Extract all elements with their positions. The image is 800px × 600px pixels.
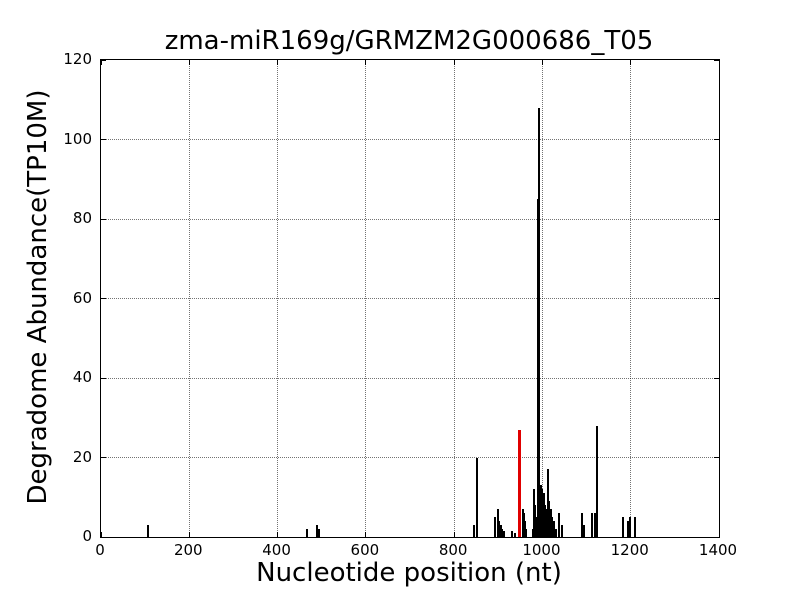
- y-tick-label: 60: [72, 288, 92, 307]
- spike: [554, 529, 557, 538]
- spike: [634, 517, 637, 537]
- spike: [590, 513, 593, 537]
- y-tick-mark-right: [714, 377, 719, 379]
- x-tick-mark-top: [188, 60, 190, 65]
- spike: [543, 505, 546, 537]
- x-tick-mark: [453, 532, 455, 537]
- spike: [525, 529, 528, 538]
- y-tick-label: 100: [63, 129, 92, 148]
- spike: [545, 509, 547, 537]
- y-tick-label: 80: [72, 209, 92, 227]
- highlight-spike: [518, 429, 522, 537]
- spike: [541, 489, 544, 537]
- y-tick-mark-right: [714, 59, 719, 61]
- spike: [305, 529, 308, 538]
- x-tick-mark-top: [718, 60, 720, 65]
- spike: [502, 531, 505, 537]
- x-tick-label: 600: [350, 541, 380, 559]
- y-tick-mark-right: [714, 457, 719, 458]
- x-tick-mark-top: [630, 60, 632, 65]
- x-tick-mark: [365, 532, 367, 537]
- spike: [523, 521, 526, 537]
- x-tick-mark-top: [100, 60, 102, 65]
- x-tick-mark-top: [541, 60, 543, 65]
- spike: [147, 525, 150, 537]
- spike: [546, 469, 549, 537]
- x-tick-label: 1000: [522, 541, 561, 559]
- y-tick-label: 40: [72, 368, 92, 386]
- y-tick-label: 20: [72, 447, 92, 466]
- chart-title: zma-miR169g/GRMZM2G000686_T05: [164, 26, 654, 56]
- y-tick-mark: [101, 377, 106, 379]
- spike: [580, 513, 583, 537]
- spike: [551, 517, 554, 537]
- y-tick-mark-right: [714, 536, 719, 538]
- spike: [558, 513, 561, 537]
- gridline-y-20: [101, 457, 719, 458]
- y-tick-mark-right: [714, 139, 719, 140]
- spike: [500, 529, 503, 538]
- spike: [596, 425, 599, 537]
- x-tick-label: 800: [438, 541, 468, 559]
- x-tick-label: 0: [95, 541, 105, 559]
- y-tick-mark: [101, 536, 106, 538]
- gridline-y-80: [101, 218, 719, 220]
- x-tick-label: 400: [262, 541, 291, 559]
- spike: [593, 513, 596, 537]
- y-tick-mark: [101, 218, 106, 220]
- spike: [511, 531, 514, 537]
- spike: [560, 525, 563, 537]
- y-tick-mark-right: [714, 218, 719, 220]
- x-axis-label: Nucleotide position (nt): [256, 558, 562, 588]
- spike: [531, 529, 534, 538]
- spike: [582, 525, 585, 537]
- spike: [548, 501, 551, 537]
- spike: [499, 525, 502, 537]
- x-tick-mark: [277, 532, 279, 537]
- x-tick-label: 200: [173, 541, 203, 559]
- x-tick-label: 1400: [698, 541, 738, 559]
- spike: [621, 517, 624, 537]
- x-tick-mark-top: [277, 60, 279, 65]
- spike: [317, 529, 320, 538]
- spike: [626, 521, 629, 537]
- plot-area: [100, 59, 720, 538]
- spike: [628, 517, 631, 537]
- y-tick-mark: [101, 139, 106, 140]
- x-tick-label: 1200: [610, 541, 649, 559]
- x-tick-mark: [188, 532, 190, 537]
- y-tick-mark-right: [714, 298, 719, 299]
- spike: [540, 485, 543, 537]
- spike: [473, 525, 475, 537]
- gridline-y-100: [101, 139, 719, 140]
- spike: [496, 509, 499, 537]
- spike: [475, 457, 478, 537]
- gridline-y-60: [101, 298, 719, 299]
- spike: [537, 107, 540, 537]
- spike: [514, 533, 517, 537]
- spike: [315, 525, 318, 537]
- y-tick-label: 120: [63, 50, 92, 68]
- y-tick-label: 0: [82, 527, 92, 545]
- spike: [552, 521, 555, 537]
- spike: [498, 521, 501, 537]
- y-tick-mark: [101, 59, 106, 61]
- x-tick-mark: [718, 532, 720, 537]
- spike: [549, 509, 552, 537]
- x-tick-mark-top: [365, 60, 367, 65]
- x-tick-mark-top: [453, 60, 455, 65]
- y-tick-mark: [101, 457, 106, 458]
- gridline-y-40: [101, 377, 719, 379]
- x-tick-mark: [100, 532, 102, 537]
- spike: [494, 517, 497, 537]
- spike: [534, 517, 537, 537]
- y-axis-label: Degradome Abundance(TP10M): [23, 89, 53, 505]
- y-tick-mark: [101, 298, 106, 299]
